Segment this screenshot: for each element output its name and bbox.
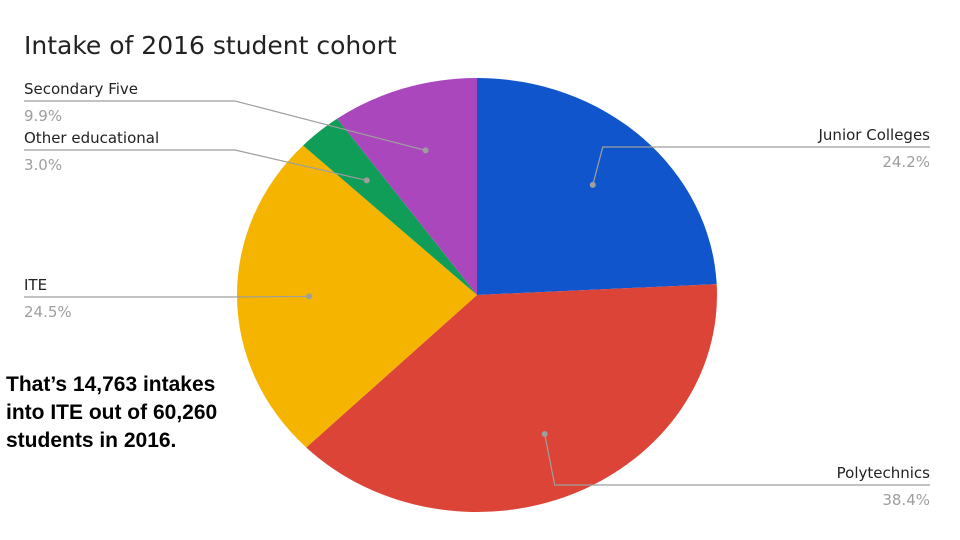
leader-line bbox=[24, 100, 426, 151]
slice-label-percent: 3.0% bbox=[24, 156, 62, 174]
leader-line bbox=[592, 146, 930, 186]
pie-slice-polytechnics bbox=[306, 284, 718, 513]
leader-line bbox=[24, 149, 367, 182]
pie-slice-ite bbox=[237, 145, 477, 448]
leader-dot bbox=[541, 431, 548, 438]
leader-dot bbox=[306, 293, 313, 300]
chart-title: Intake of 2016 student cohort bbox=[24, 31, 397, 60]
slice-label-percent: 38.4% bbox=[882, 491, 930, 509]
slice-label-name: Polytechnics bbox=[837, 464, 931, 482]
leader-line bbox=[24, 295, 310, 298]
note-line-2: into ITE out of 60,260 bbox=[6, 401, 218, 424]
intake-note: That’s 14,763 intakes into ITE out of 60… bbox=[6, 371, 276, 455]
slice-label-name: Secondary Five bbox=[24, 80, 138, 98]
leader-dot bbox=[589, 181, 596, 188]
slice-label-percent: 24.5% bbox=[24, 303, 72, 321]
slice-label-name: Junior Colleges bbox=[818, 126, 931, 144]
slice-label-percent: 9.9% bbox=[24, 107, 62, 125]
slice-labels: Junior Colleges 24.2% Polytechnics 38.4% ITE… bbox=[24, 80, 930, 509]
pie-slices bbox=[237, 78, 718, 513]
note-line-1: That’s 14,763 intakes bbox=[6, 373, 216, 396]
pie-slice-secondary-five bbox=[337, 78, 477, 295]
leader-line bbox=[544, 433, 930, 486]
leader-dot bbox=[422, 147, 429, 154]
leader-dot bbox=[363, 177, 370, 184]
slice-label-percent: 24.2% bbox=[882, 153, 930, 171]
pie-slice-junior-colleges bbox=[477, 78, 717, 295]
note-line-3: students in 2016. bbox=[6, 429, 177, 452]
pie-slice-other-educational bbox=[303, 118, 477, 296]
slice-label-name: ITE bbox=[24, 276, 47, 294]
slice-label-name: Other educational bbox=[24, 129, 159, 147]
